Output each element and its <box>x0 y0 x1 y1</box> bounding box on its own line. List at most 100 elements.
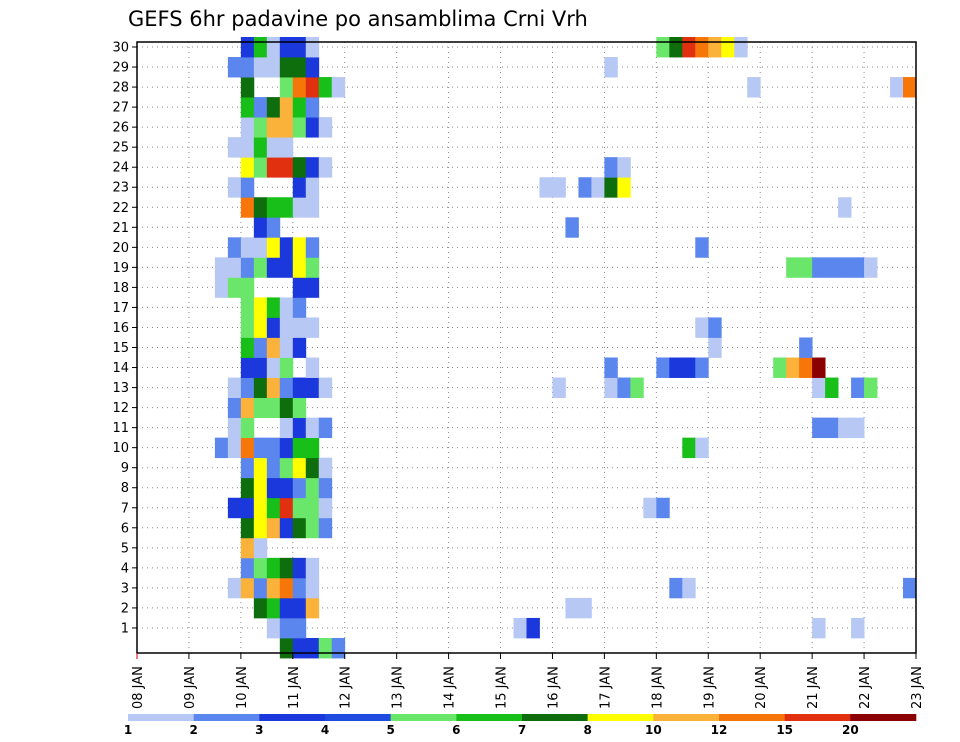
heatmap-cell <box>240 397 255 419</box>
heatmap-cell <box>318 477 333 499</box>
y-tick-label: 6 <box>121 521 129 536</box>
heatmap-cell <box>305 157 320 178</box>
heatmap-cell <box>838 417 852 439</box>
x-tick-label: 19 JAN <box>702 666 717 709</box>
heatmap-cell <box>266 357 281 378</box>
heatmap-cell <box>565 217 579 238</box>
heatmap-cell <box>292 97 307 118</box>
heatmap-cell <box>292 317 307 338</box>
heatmap-cell <box>240 197 255 218</box>
heatmap-cell <box>240 557 255 579</box>
y-tick-label: 23 <box>112 181 129 196</box>
heatmap-cell <box>292 557 307 579</box>
heatmap-cell <box>617 157 631 178</box>
heatmap-cell <box>812 357 826 378</box>
heatmap-cell <box>253 497 268 519</box>
heatmap-cell <box>227 177 242 198</box>
heatmap-cell <box>253 537 268 559</box>
heatmap-cell <box>279 357 294 378</box>
legend-label: 12 <box>711 723 728 737</box>
heatmap-cell <box>266 477 281 499</box>
y-tick-label: 7 <box>121 501 129 516</box>
heatmap-cell <box>279 57 294 78</box>
heatmap-cell <box>227 237 242 258</box>
heatmap-cell <box>266 337 281 358</box>
heatmap-cell <box>292 197 307 218</box>
heatmap-cell <box>331 77 346 98</box>
y-tick-label: 30 <box>112 41 129 56</box>
heatmap-cell <box>279 77 294 98</box>
heatmap-cell <box>253 157 268 178</box>
heatmap-cell <box>240 117 255 138</box>
heatmap-cell <box>227 397 242 419</box>
heatmap-cell <box>240 36 255 58</box>
heatmap-cell <box>266 457 281 479</box>
heatmap-cell <box>305 277 320 298</box>
heatmap-cell <box>305 517 320 539</box>
heatmap-cell <box>851 617 865 639</box>
heatmap-cell <box>266 297 281 318</box>
heatmap-cell <box>305 377 320 398</box>
heatmap-cell <box>266 317 281 338</box>
heatmap-cell <box>305 497 320 519</box>
heatmap-cell <box>292 637 307 659</box>
heatmap-cell <box>240 377 255 398</box>
heatmap-cell <box>253 557 268 579</box>
heatmap-cell <box>812 377 826 398</box>
heatmap-cell <box>279 517 294 539</box>
y-axis: 1234567891011121314151617181920212223242… <box>112 41 137 636</box>
x-tick-label: 23 JAN <box>910 666 925 709</box>
heatmap-cell <box>799 337 813 358</box>
heatmap-cell <box>604 377 618 398</box>
heatmap-cell <box>604 357 618 378</box>
heatmap-cell <box>240 457 255 479</box>
legend-label: 4 <box>321 723 329 737</box>
heatmap-cell <box>578 177 592 198</box>
x-tick-label: 08 JAN <box>131 666 146 709</box>
x-tick-label: 12 JAN <box>339 666 354 709</box>
heatmap-cell <box>253 437 268 459</box>
heatmap-cell <box>240 477 255 499</box>
heatmap-cell <box>266 597 281 619</box>
legend-swatch <box>784 714 851 721</box>
heatmap-cell <box>305 197 320 218</box>
heatmap-cell <box>591 177 605 198</box>
heatmap-cell <box>279 597 294 619</box>
heatmap-cell <box>266 437 281 459</box>
heatmap-cell <box>240 77 255 98</box>
heatmap-cell <box>227 377 242 398</box>
heatmap-cell <box>266 617 281 639</box>
heatmap-cell <box>266 237 281 258</box>
legend-swatch <box>259 714 326 721</box>
legend-label: 10 <box>645 723 662 737</box>
heatmap-cell <box>305 177 320 198</box>
legend-label: 7 <box>518 723 526 737</box>
legend-label: 2 <box>189 723 197 737</box>
heatmap-cell <box>292 377 307 398</box>
heatmap-cell <box>227 437 242 459</box>
heatmap-cell <box>604 157 618 178</box>
heatmap-cell <box>318 377 333 398</box>
heatmap-cell <box>279 337 294 358</box>
y-tick-label: 18 <box>112 281 129 296</box>
heatmap-cell <box>799 357 813 378</box>
y-tick-label: 22 <box>112 201 129 216</box>
heatmap-cell <box>279 557 294 579</box>
heatmap-cell <box>253 137 268 158</box>
heatmap-cell <box>656 36 670 58</box>
heatmap-cell <box>253 197 268 218</box>
heatmap-cell <box>240 437 255 459</box>
heatmap-cell <box>695 357 709 378</box>
heatmap-cell <box>305 317 320 338</box>
heatmap-cell <box>266 517 281 539</box>
heatmap-cell <box>825 257 839 278</box>
heatmap-cell <box>838 197 852 218</box>
heatmap-cell <box>305 477 320 499</box>
heatmap-cell <box>682 357 696 378</box>
heatmap-cell <box>266 97 281 118</box>
heatmap-cell <box>617 377 631 398</box>
legend-swatch <box>128 714 194 721</box>
legend-swatch <box>390 714 457 721</box>
heatmap-cell <box>708 317 722 338</box>
heatmap-cell <box>734 36 748 58</box>
